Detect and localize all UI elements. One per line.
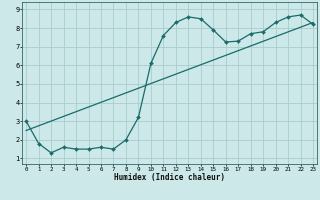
X-axis label: Humidex (Indice chaleur): Humidex (Indice chaleur) [114,173,225,182]
